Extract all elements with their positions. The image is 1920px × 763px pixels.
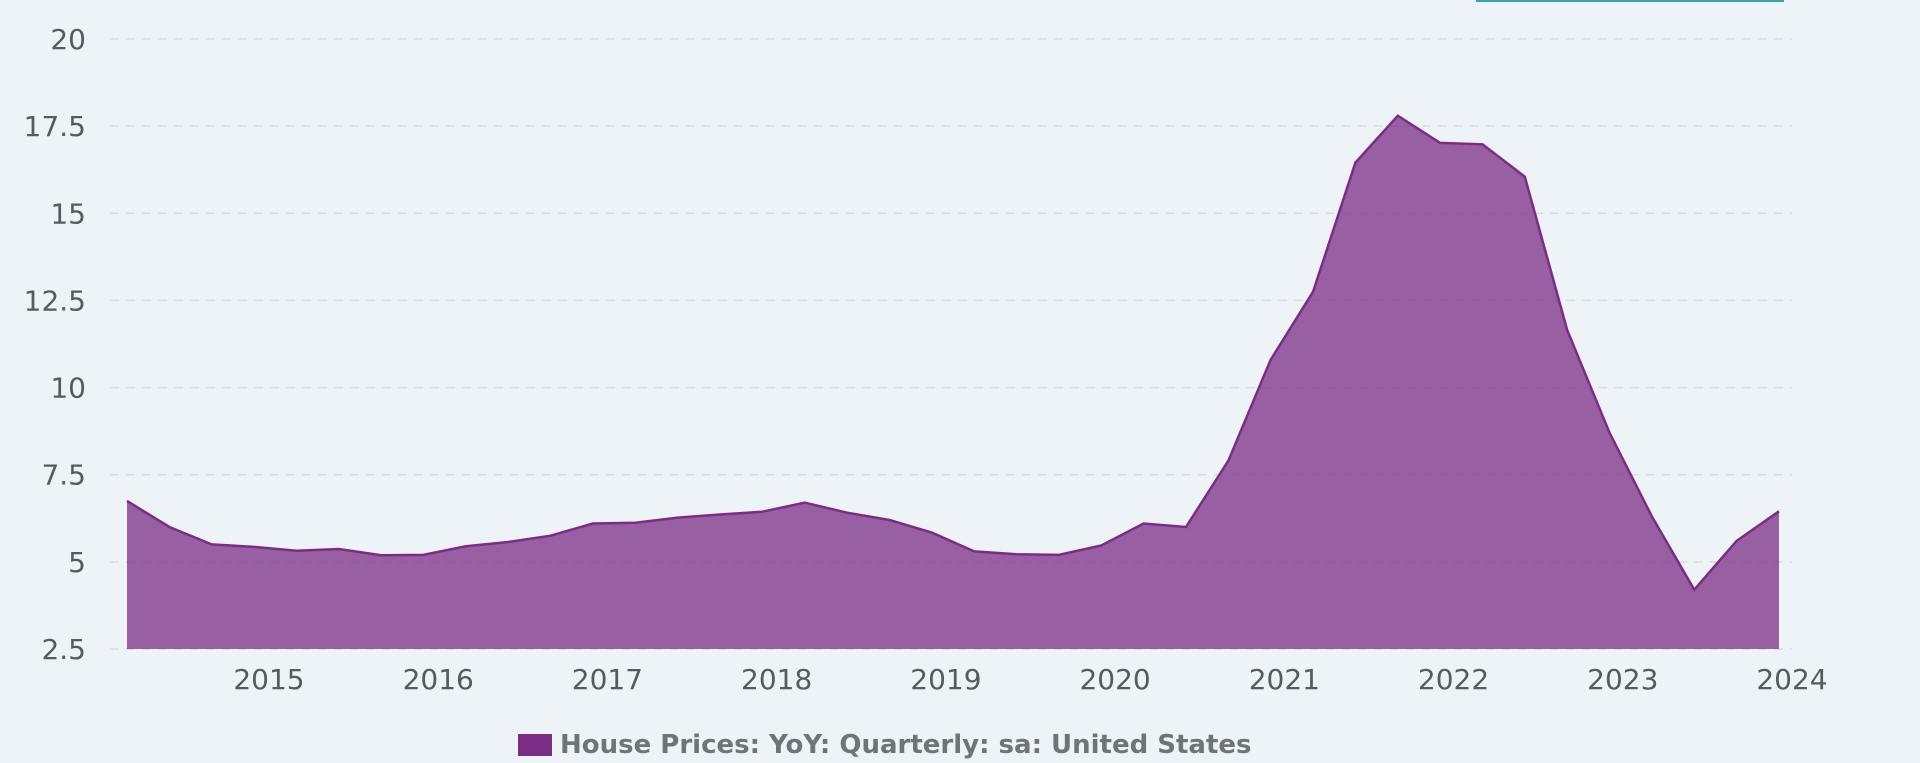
y-tick-label: 17.5 bbox=[24, 110, 86, 143]
data-point[interactable] bbox=[1351, 159, 1359, 167]
data-point[interactable] bbox=[1055, 551, 1063, 559]
data-point[interactable] bbox=[674, 514, 682, 522]
data-point[interactable] bbox=[1013, 550, 1021, 558]
y-tick-label: 7.5 bbox=[41, 459, 86, 492]
data-point[interactable] bbox=[970, 547, 978, 555]
x-tick-label: 2015 bbox=[233, 663, 304, 696]
data-point[interactable] bbox=[165, 523, 173, 531]
data-point[interactable] bbox=[1563, 326, 1571, 334]
area-fill bbox=[127, 115, 1779, 649]
data-point[interactable] bbox=[928, 529, 936, 537]
data-point[interactable] bbox=[1140, 520, 1148, 528]
data-point[interactable] bbox=[1521, 173, 1529, 181]
data-point[interactable] bbox=[1267, 356, 1275, 364]
data-point[interactable] bbox=[1097, 542, 1105, 550]
x-tick-label: 2019 bbox=[910, 663, 981, 696]
legend-swatch bbox=[518, 734, 552, 756]
x-tick-label: 2018 bbox=[741, 663, 812, 696]
data-point[interactable] bbox=[1648, 513, 1656, 521]
data-point[interactable] bbox=[504, 538, 512, 546]
data-point[interactable] bbox=[420, 551, 428, 559]
x-tick-label: 2022 bbox=[1418, 663, 1489, 696]
data-point[interactable] bbox=[1775, 507, 1783, 515]
legend-label: House Prices: YoY: Quarterly: sa: United… bbox=[560, 730, 1252, 760]
y-tick-label: 2.5 bbox=[41, 633, 86, 666]
x-tick-label: 2024 bbox=[1756, 663, 1827, 696]
x-tick-label: 2023 bbox=[1587, 663, 1658, 696]
data-point[interactable] bbox=[462, 542, 470, 550]
data-point[interactable] bbox=[1394, 112, 1402, 120]
top-tab-indicator bbox=[1476, 0, 1784, 2]
series-line bbox=[126, 114, 1780, 592]
data-point[interactable] bbox=[716, 511, 724, 519]
data-point[interactable] bbox=[1224, 457, 1232, 465]
data-point[interactable] bbox=[1182, 523, 1190, 531]
data-point[interactable] bbox=[843, 509, 851, 517]
data-point[interactable] bbox=[1733, 537, 1741, 545]
x-tick-label: 2020 bbox=[1079, 663, 1150, 696]
data-point[interactable] bbox=[208, 540, 216, 548]
area-layer bbox=[123, 112, 1783, 649]
legend[interactable]: House Prices: YoY: Quarterly: sa: United… bbox=[518, 728, 1252, 762]
data-point[interactable] bbox=[123, 497, 131, 505]
data-point[interactable] bbox=[801, 499, 809, 507]
data-point[interactable] bbox=[250, 543, 258, 551]
data-point[interactable] bbox=[1309, 288, 1317, 296]
data-point[interactable] bbox=[758, 508, 766, 516]
y-tick-label: 20 bbox=[50, 23, 86, 56]
data-point[interactable] bbox=[589, 520, 597, 528]
x-tick-label: 2016 bbox=[403, 663, 474, 696]
data-point[interactable] bbox=[292, 547, 300, 555]
y-tick-label: 5 bbox=[68, 546, 86, 579]
y-tick-label: 15 bbox=[50, 197, 86, 230]
y-tick-label: 10 bbox=[50, 372, 86, 405]
y-tick-label: 12.5 bbox=[24, 284, 86, 317]
data-point[interactable] bbox=[377, 551, 385, 559]
data-point[interactable] bbox=[1690, 586, 1698, 594]
data-point[interactable] bbox=[886, 516, 894, 524]
data-point[interactable] bbox=[1479, 140, 1487, 148]
data-point[interactable] bbox=[335, 545, 343, 553]
x-tick-label: 2017 bbox=[572, 663, 643, 696]
x-tick-label: 2021 bbox=[1249, 663, 1320, 696]
data-point[interactable] bbox=[631, 519, 639, 527]
data-point[interactable] bbox=[1436, 139, 1444, 147]
y-axis: 2.5 5 7.5 10 12.5 15 17.5 20 bbox=[24, 23, 86, 666]
data-point[interactable] bbox=[547, 532, 555, 540]
data-point[interactable] bbox=[1606, 429, 1614, 437]
x-axis: 2015 2016 2017 2018 2019 2020 2021 2022 2023 2024 bbox=[233, 663, 1827, 696]
